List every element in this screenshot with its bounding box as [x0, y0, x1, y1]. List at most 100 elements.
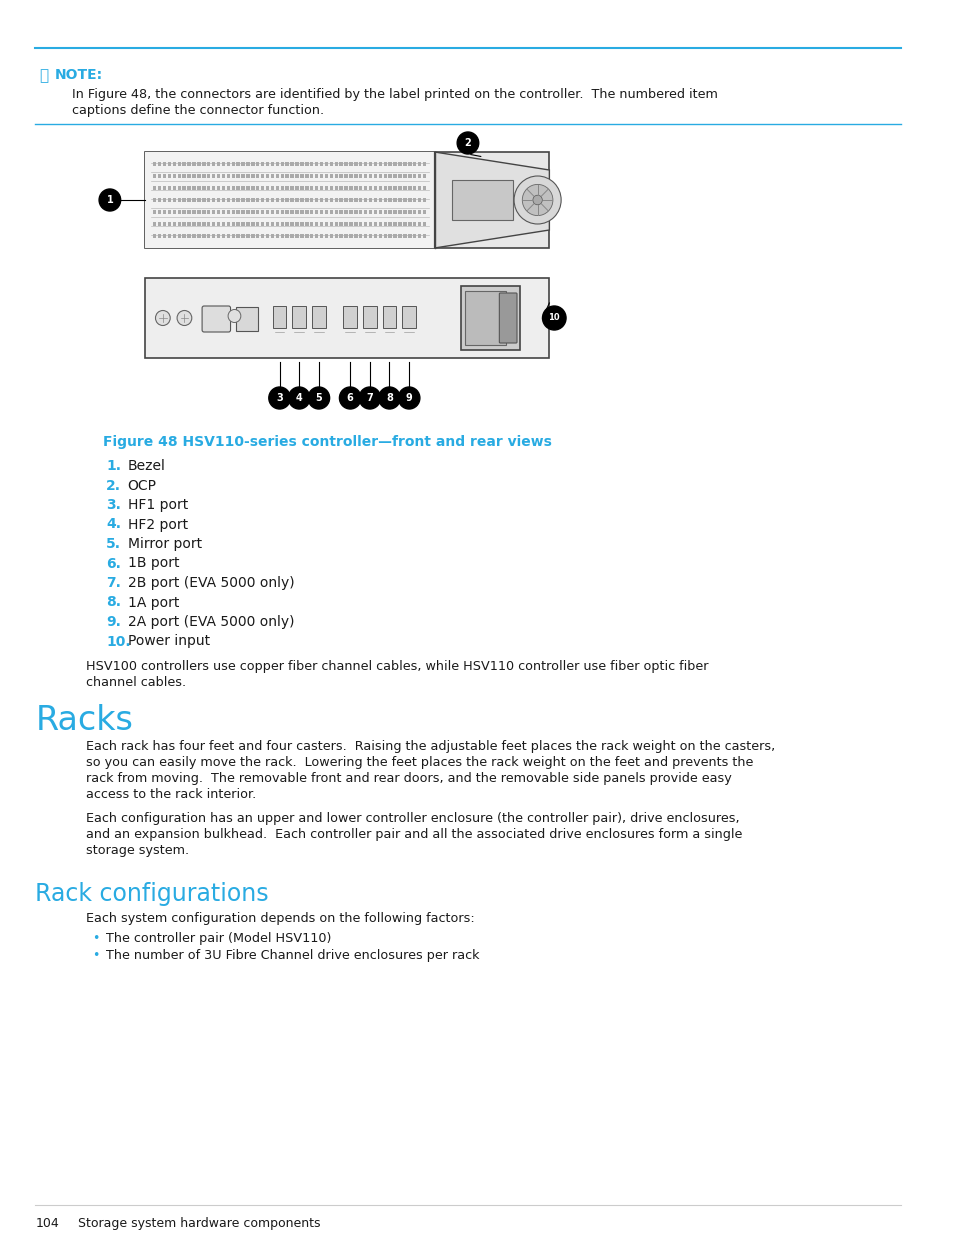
Bar: [158, 185, 161, 190]
Bar: [271, 221, 274, 226]
Polygon shape: [435, 152, 549, 248]
Bar: [408, 185, 411, 190]
Bar: [393, 162, 396, 165]
Bar: [182, 185, 186, 190]
Bar: [417, 210, 421, 214]
Bar: [273, 306, 286, 329]
Bar: [324, 173, 328, 178]
Bar: [197, 162, 200, 165]
Bar: [202, 198, 205, 203]
Bar: [383, 162, 387, 165]
Bar: [417, 233, 421, 238]
Bar: [158, 221, 161, 226]
Bar: [374, 233, 376, 238]
Bar: [251, 162, 254, 165]
Bar: [408, 210, 411, 214]
Bar: [369, 233, 372, 238]
Bar: [378, 198, 382, 203]
Bar: [163, 162, 166, 165]
Bar: [271, 210, 274, 214]
Bar: [300, 173, 303, 178]
Circle shape: [228, 310, 240, 322]
Text: In Figure 48, the connectors are identified by the label printed on the controll: In Figure 48, the connectors are identif…: [71, 88, 717, 101]
Bar: [168, 173, 171, 178]
Bar: [271, 198, 274, 203]
Bar: [358, 198, 362, 203]
Bar: [413, 233, 416, 238]
Bar: [246, 221, 250, 226]
Bar: [354, 233, 357, 238]
Bar: [358, 173, 362, 178]
Bar: [393, 185, 396, 190]
Bar: [221, 198, 225, 203]
Bar: [314, 233, 318, 238]
Bar: [182, 198, 186, 203]
Bar: [417, 162, 421, 165]
Bar: [408, 198, 411, 203]
Bar: [212, 210, 215, 214]
Bar: [464, 291, 506, 345]
Bar: [275, 173, 279, 178]
Bar: [339, 173, 342, 178]
Bar: [236, 233, 239, 238]
Bar: [314, 173, 318, 178]
Bar: [314, 162, 318, 165]
Bar: [261, 210, 264, 214]
Bar: [324, 185, 328, 190]
Bar: [364, 198, 367, 203]
Bar: [393, 198, 396, 203]
Bar: [187, 221, 191, 226]
Bar: [177, 233, 181, 238]
Bar: [344, 233, 348, 238]
Bar: [305, 173, 308, 178]
Bar: [202, 210, 205, 214]
Bar: [212, 198, 215, 203]
Bar: [163, 198, 166, 203]
Bar: [310, 162, 314, 165]
Text: channel cables.: channel cables.: [86, 676, 186, 689]
Bar: [197, 185, 200, 190]
Bar: [300, 221, 303, 226]
Bar: [319, 162, 323, 165]
Bar: [266, 221, 269, 226]
Bar: [378, 173, 382, 178]
Bar: [295, 198, 298, 203]
Bar: [236, 221, 239, 226]
Bar: [358, 233, 362, 238]
Bar: [374, 173, 376, 178]
Bar: [383, 210, 387, 214]
Text: Rack configurations: Rack configurations: [35, 882, 269, 906]
Bar: [310, 233, 314, 238]
Bar: [255, 162, 259, 165]
Bar: [403, 185, 406, 190]
Bar: [207, 173, 211, 178]
Bar: [168, 210, 171, 214]
Bar: [290, 185, 294, 190]
Bar: [364, 221, 367, 226]
Bar: [383, 185, 387, 190]
Circle shape: [99, 189, 120, 211]
Bar: [339, 198, 342, 203]
Bar: [290, 221, 294, 226]
Bar: [413, 173, 416, 178]
Text: 7.: 7.: [106, 576, 121, 590]
Bar: [402, 306, 416, 329]
Bar: [197, 198, 200, 203]
Bar: [255, 173, 259, 178]
Bar: [280, 173, 284, 178]
Bar: [212, 185, 215, 190]
Text: 4: 4: [295, 393, 302, 403]
Bar: [330, 233, 333, 238]
Bar: [241, 233, 245, 238]
Bar: [354, 198, 357, 203]
Bar: [403, 233, 406, 238]
Text: 10.: 10.: [106, 635, 131, 648]
Bar: [310, 210, 314, 214]
Bar: [295, 173, 298, 178]
Bar: [285, 233, 289, 238]
Bar: [358, 185, 362, 190]
Bar: [227, 233, 230, 238]
Text: •: •: [92, 948, 99, 962]
Bar: [261, 233, 264, 238]
Text: 8: 8: [386, 393, 393, 403]
